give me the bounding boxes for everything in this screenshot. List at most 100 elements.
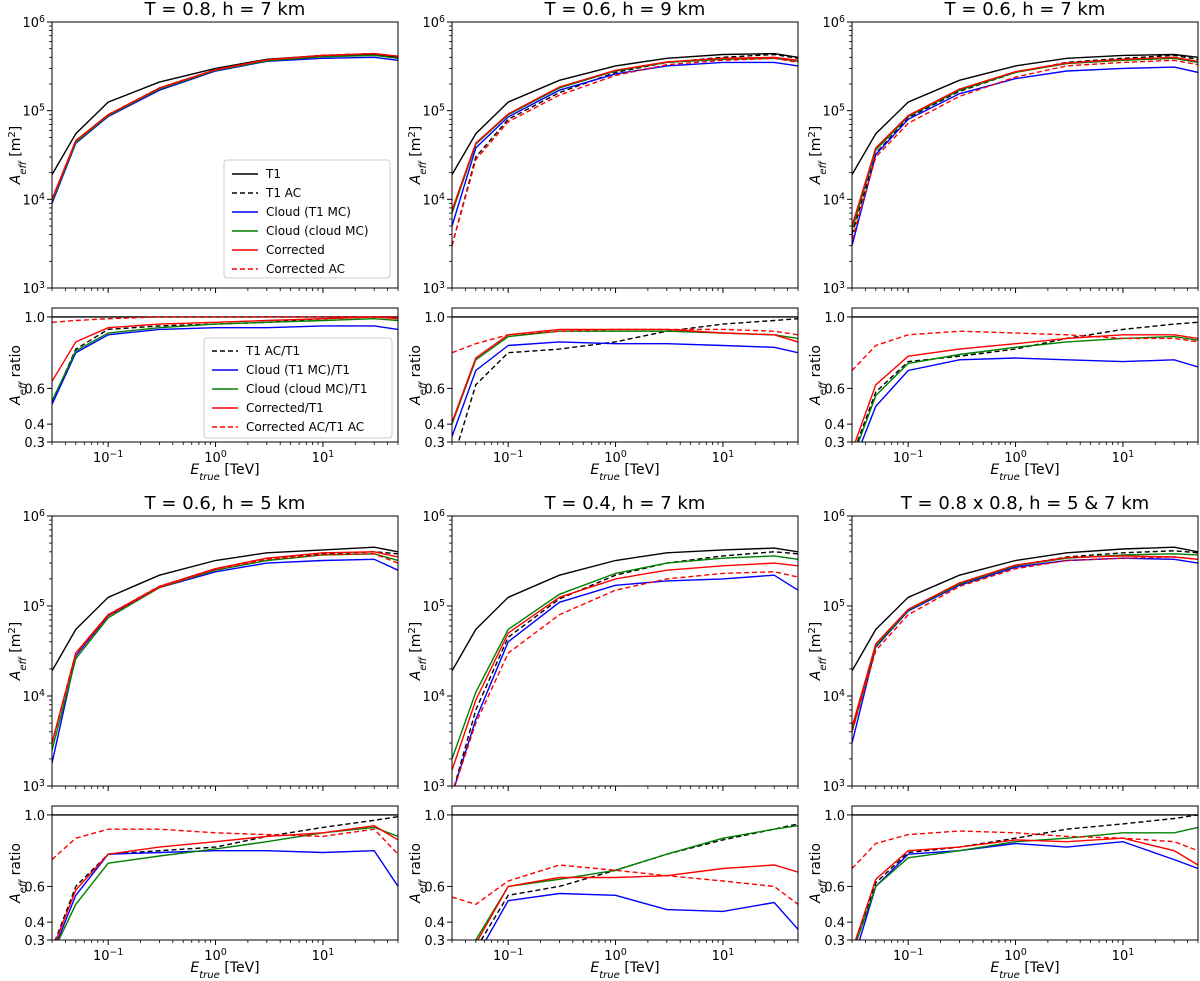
series-line-t1 — [52, 546, 398, 672]
subplot-4: T = 0.6, h = 5 km 103 104 105 106 Aeff [m2] 0.… — [7, 493, 399, 981]
subplot-title: T = 0.6, h = 5 km — [144, 493, 306, 514]
y-tick-label: 106 — [823, 14, 846, 32]
x-tick-label: 101 — [1112, 449, 1135, 467]
ratio-series-group — [852, 316, 1198, 442]
y-tick-label: 0.3 — [424, 934, 445, 949]
ratio-line-corrected-ac-t1-ac — [52, 828, 398, 861]
legend-box — [223, 159, 391, 279]
subplot-2: T = 0.6, h = 9 km 103 104 105 106 Aeff [m2] 0.… — [407, 0, 799, 483]
x-tick-label: 10−1 — [893, 947, 923, 965]
y-tick-label: 0.6 — [24, 382, 45, 397]
y-tick-label: 0.6 — [424, 382, 445, 397]
ratio-line-cloud-cloud-mc-t1 — [857, 335, 1198, 442]
y-tick-label: 104 — [823, 191, 846, 209]
y-tick-label: 0.4 — [424, 916, 445, 931]
axes-frame — [451, 805, 799, 941]
y-tick-label: 1.0 — [24, 311, 45, 326]
y-tick-label: 106 — [23, 508, 46, 526]
x-tick-label: 100 — [204, 947, 227, 965]
subplot-3: T = 0.6, h = 7 km 103 104 105 106 Aeff [m2] 0.… — [807, 0, 1199, 483]
axes-frame — [451, 515, 799, 787]
series-line-cloud-t1-mc- — [852, 557, 1198, 744]
ratio-line-cloud-cloud-mc-t1 — [58, 826, 398, 940]
x-axis-label: Etrue [TeV] — [990, 960, 1059, 981]
x-tick-label: 100 — [1004, 449, 1027, 467]
x-tick-label: 100 — [604, 947, 627, 965]
ratio-line-corrected-ac-t1-ac — [452, 328, 798, 354]
aeff-legend: T1 T1 AC Cloud (T1 MC) Cloud (cloud MC) Corr… — [223, 159, 391, 279]
ratio-line-t1-ac-t1 — [856, 814, 1198, 940]
series-line-corrected — [452, 562, 798, 771]
series-line-corrected-ac — [52, 52, 398, 200]
series-line-cloud-cloud-mc- — [52, 553, 398, 751]
y-tick-label: 105 — [23, 598, 46, 616]
ratio-line-cloud-t1-mc-t1 — [485, 892, 798, 940]
axes-frame — [851, 307, 1199, 443]
ratio-legend: T1 AC/T1 Cloud (T1 MC)/T1 Cloud (cloud MC)… — [203, 337, 393, 439]
y-axis-label: Aeff [m2] — [7, 622, 29, 682]
y-axis-label: Aeff ratio — [408, 345, 429, 406]
y-tick-label: 106 — [423, 508, 446, 526]
legend-label: T1 — [265, 167, 281, 181]
subplot-title: T = 0.6, h = 7 km — [944, 0, 1106, 20]
y-tick-label: 1.0 — [424, 311, 445, 326]
y-tick-label: 104 — [23, 191, 46, 209]
y-tick-label: 1.0 — [824, 311, 845, 326]
subplot-1: T = 0.8, h = 7 km 103 104 105 106 Aeff [m2] 0.… — [7, 0, 399, 483]
y-tick-label: 0.4 — [24, 418, 45, 433]
series-line-cloud-cloud-mc- — [452, 57, 798, 214]
y-axis-label: Aeff [m2] — [807, 622, 829, 682]
series-line-t1-ac — [453, 551, 798, 786]
legend-label: Cloud (cloud MC) — [266, 224, 369, 238]
y-tick-label: 1.0 — [424, 809, 445, 824]
x-tick-label: 100 — [604, 449, 627, 467]
series-line-t1-ac — [452, 53, 798, 246]
y-axis-label: Aeff [m2] — [807, 126, 829, 186]
ratio-line-corrected-ac-t1-ac — [852, 330, 1198, 371]
x-tick-label: 101 — [312, 947, 335, 965]
ratio-series-group — [452, 316, 798, 442]
y-tick-label: 0.4 — [24, 916, 45, 931]
series-line-cloud-t1-mc- — [452, 61, 798, 227]
subplot-title: T = 0.4, h = 7 km — [544, 493, 706, 514]
series-line-t1 — [452, 547, 798, 672]
y-tick-label: 0.4 — [424, 418, 445, 433]
ratio-series-group — [852, 814, 1198, 940]
subplot-5: T = 0.4, h = 7 km 103 104 105 106 Aeff [m2] 0.… — [407, 493, 799, 981]
x-axis-label: Etrue [TeV] — [190, 960, 259, 981]
y-tick-label: 104 — [423, 688, 446, 706]
ratio-line-cloud-t1-mc-t1 — [52, 325, 398, 405]
y-axis-label: Aeff ratio — [808, 345, 829, 406]
y-tick-label: 1.0 — [824, 809, 845, 824]
axes-frame — [851, 21, 1199, 289]
series-line-corrected-ac — [852, 556, 1198, 732]
subplot-6: T = 0.8 x 0.8, h = 5 & 7 km 103 104 105 106 A… — [807, 493, 1199, 981]
series-line-cloud-t1-mc- — [454, 574, 798, 786]
ratio-line-corrected-t1 — [854, 334, 1198, 442]
legend-label: T1 AC — [265, 186, 301, 200]
legend-label: Corrected — [266, 243, 325, 257]
y-tick-label: 105 — [423, 102, 446, 120]
ratio-series-group — [52, 814, 398, 940]
series-line-cloud-t1-mc- — [852, 66, 1198, 246]
legend-label: Cloud (cloud MC)/T1 — [246, 382, 368, 396]
x-tick-label: 10−1 — [493, 947, 523, 965]
y-tick-label: 0.3 — [824, 436, 845, 451]
ratio-line-corrected-t1 — [55, 824, 398, 940]
ratio-line-cloud-t1-mc-t1 — [57, 849, 398, 940]
ratio-line-cloud-t1-mc-t1 — [861, 357, 1198, 442]
y-axis-label: Aeff [m2] — [407, 622, 429, 682]
series-line-cloud-cloud-mc- — [452, 555, 798, 760]
y-axis-label: Aeff [m2] — [407, 126, 429, 186]
series-line-t1 — [52, 53, 398, 175]
subplot-title: T = 0.8 x 0.8, h = 5 & 7 km — [900, 493, 1149, 514]
legend-box — [203, 337, 393, 439]
ratio-line-cloud-t1-mc-t1 — [858, 840, 1198, 940]
axes-frame — [451, 307, 799, 443]
x-tick-label: 100 — [1004, 947, 1027, 965]
legend-label: T1 AC/T1 — [245, 344, 300, 358]
ratio-line-cloud-cloud-mc-t1 — [452, 330, 798, 425]
x-tick-label: 101 — [712, 947, 735, 965]
y-tick-label: 0.4 — [824, 418, 845, 433]
y-axis-label: Aeff ratio — [408, 843, 429, 904]
